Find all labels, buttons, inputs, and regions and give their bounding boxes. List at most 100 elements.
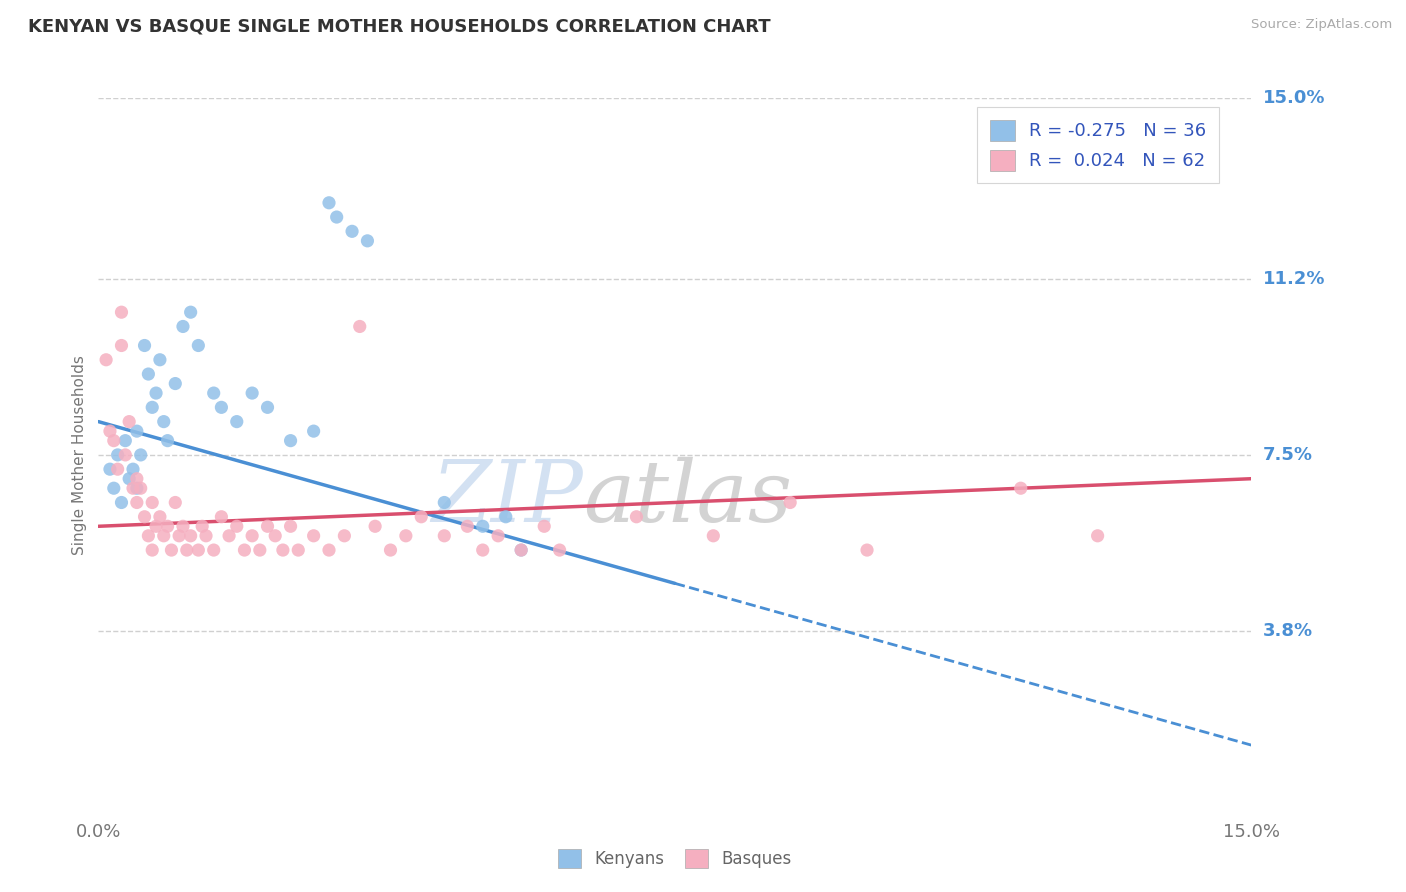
Point: [779, 495, 801, 509]
Point: [165, 495, 187, 509]
Point: [626, 509, 648, 524]
Point: [856, 543, 879, 558]
Point: [125, 495, 148, 509]
Point: [433, 529, 456, 543]
Point: [114, 434, 136, 448]
Point: [333, 529, 356, 543]
Legend: Kenyans, Basques: Kenyans, Basques: [551, 842, 799, 875]
Point: [225, 519, 247, 533]
Point: [218, 529, 240, 543]
Point: [138, 367, 160, 381]
Text: 11.2%: 11.2%: [1263, 270, 1324, 288]
Point: [325, 210, 347, 224]
Point: [141, 495, 163, 509]
Point: [349, 319, 371, 334]
Point: [180, 305, 202, 319]
Point: [411, 509, 433, 524]
Point: [141, 543, 163, 558]
Point: [225, 415, 247, 429]
Point: [145, 386, 167, 401]
Point: [152, 415, 174, 429]
Point: [118, 472, 141, 486]
Point: [176, 543, 198, 558]
Point: [240, 386, 263, 401]
Point: [264, 529, 287, 543]
Point: [486, 529, 509, 543]
Point: [110, 338, 132, 352]
Point: [114, 448, 136, 462]
Text: 3.8%: 3.8%: [1263, 622, 1313, 640]
Point: [356, 234, 378, 248]
Point: [180, 529, 202, 543]
Point: [125, 472, 148, 486]
Point: [510, 543, 533, 558]
Point: [456, 519, 478, 533]
Text: Source: ZipAtlas.com: Source: ZipAtlas.com: [1251, 18, 1392, 31]
Text: atlas: atlas: [582, 457, 792, 539]
Point: [195, 529, 218, 543]
Point: [702, 529, 724, 543]
Point: [145, 519, 167, 533]
Point: [256, 401, 278, 415]
Point: [187, 338, 209, 352]
Point: [134, 338, 156, 352]
Point: [167, 529, 190, 543]
Point: [107, 462, 129, 476]
Point: [149, 352, 172, 367]
Point: [98, 462, 121, 476]
Point: [165, 376, 187, 391]
Point: [1087, 529, 1109, 543]
Point: [1010, 481, 1032, 495]
Point: [202, 386, 225, 401]
Point: [125, 481, 148, 495]
Point: [122, 481, 145, 495]
Point: [98, 424, 121, 438]
Point: [271, 543, 294, 558]
Point: [172, 319, 194, 334]
Point: [240, 529, 263, 543]
Text: ZIP: ZIP: [430, 457, 582, 539]
Point: [302, 529, 325, 543]
Point: [125, 424, 148, 438]
Point: [141, 401, 163, 415]
Point: [103, 481, 125, 495]
Point: [364, 519, 387, 533]
Point: [107, 448, 129, 462]
Point: [340, 224, 363, 238]
Point: [94, 352, 117, 367]
Point: [471, 519, 494, 533]
Point: [233, 543, 256, 558]
Point: [471, 543, 494, 558]
Point: [209, 401, 232, 415]
Point: [118, 415, 141, 429]
Point: [156, 519, 179, 533]
Point: [495, 509, 517, 524]
Point: [110, 305, 132, 319]
Point: [202, 543, 225, 558]
Text: 7.5%: 7.5%: [1263, 446, 1312, 464]
Point: [433, 495, 456, 509]
Point: [152, 529, 174, 543]
Point: [318, 195, 340, 210]
Text: 15.0%: 15.0%: [1263, 89, 1324, 107]
Point: [280, 434, 302, 448]
Y-axis label: Single Mother Households: Single Mother Households: [72, 355, 87, 555]
Point: [256, 519, 278, 533]
Point: [302, 424, 325, 438]
Point: [160, 543, 183, 558]
Point: [380, 543, 402, 558]
Point: [187, 543, 209, 558]
Point: [138, 529, 160, 543]
Point: [548, 543, 571, 558]
Point: [395, 529, 418, 543]
Point: [510, 543, 533, 558]
Point: [191, 519, 214, 533]
Point: [280, 519, 302, 533]
Point: [149, 509, 172, 524]
Point: [129, 481, 152, 495]
Point: [134, 509, 156, 524]
Text: KENYAN VS BASQUE SINGLE MOTHER HOUSEHOLDS CORRELATION CHART: KENYAN VS BASQUE SINGLE MOTHER HOUSEHOLD…: [28, 18, 770, 36]
Point: [110, 495, 132, 509]
Point: [209, 509, 232, 524]
Point: [172, 519, 194, 533]
